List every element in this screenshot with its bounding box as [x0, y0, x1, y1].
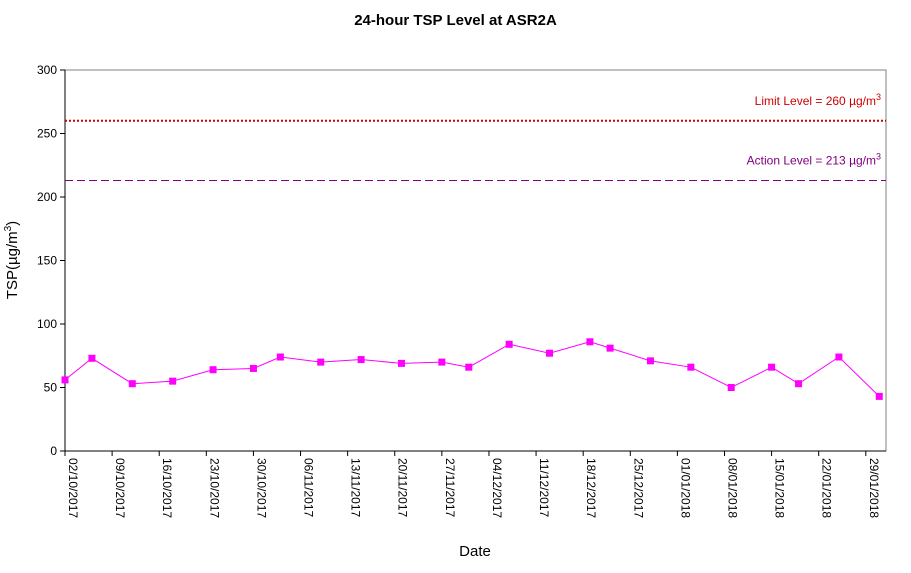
y-tick-label: 50 — [44, 381, 58, 395]
x-tick-label: 20/11/2017 — [396, 458, 410, 517]
data-point-marker — [768, 363, 776, 371]
data-point-marker — [438, 358, 446, 366]
reference-line-label: Action Level = 213 µg/m3 — [747, 151, 881, 167]
x-tick-label: 01/01/2018 — [678, 458, 692, 518]
chart-title: 24-hour TSP Level at ASR2A — [354, 12, 557, 29]
data-point-marker — [586, 338, 594, 346]
x-tick-label: 30/10/2017 — [254, 458, 268, 518]
reference-line-label-sup: 3 — [876, 92, 881, 102]
data-point-marker — [687, 363, 695, 371]
x-tick-label: 09/10/2017 — [113, 458, 127, 518]
y-tick-label: 200 — [37, 190, 57, 204]
y-axis-ticks: 0 50 100 150 200 250 300 — [37, 63, 65, 458]
data-point-marker — [169, 377, 177, 385]
reference-line-label-unit: µg/m — [849, 94, 876, 108]
data-point-marker — [61, 376, 69, 384]
x-tick-label: 04/12/2017 — [490, 458, 504, 518]
data-point-marker — [546, 349, 554, 357]
y-tick-label: 100 — [37, 317, 57, 331]
reference-line-label-sup: 3 — [876, 151, 881, 161]
x-tick-label: 29/01/2018 — [867, 458, 881, 518]
series-group — [61, 338, 883, 400]
x-axis-title: Date — [459, 543, 491, 560]
data-point-marker — [276, 353, 284, 361]
data-point-marker — [505, 340, 513, 348]
x-tick-label: 25/12/2017 — [631, 458, 645, 518]
x-tick-label: 13/11/2017 — [349, 458, 363, 517]
data-point-marker — [357, 356, 365, 364]
x-tick-label: 11/12/2017 — [537, 458, 551, 517]
reference-line-label-unit: µg/m — [849, 153, 876, 167]
y-axis-title: TSP(µg/m3) — [3, 221, 21, 299]
x-tick-label: 15/01/2018 — [773, 458, 787, 518]
reference-line-label-text: Limit Level = 260 — [755, 94, 849, 108]
data-point-marker — [128, 380, 136, 388]
x-axis-ticks: 02/10/2017 09/10/2017 16/10/2017 23/10/2017… — [64, 451, 881, 518]
data-point-marker — [795, 380, 803, 388]
data-point-marker — [317, 358, 325, 366]
data-point-marker — [88, 354, 96, 362]
x-tick-label: 16/10/2017 — [160, 458, 174, 518]
reference-line-label: Limit Level = 260 µg/m3 — [755, 92, 881, 108]
data-point-marker — [727, 384, 735, 391]
data-point-marker — [606, 344, 614, 352]
y-tick-label: 300 — [37, 63, 57, 77]
x-tick-label: 23/10/2017 — [207, 458, 221, 518]
data-point-marker — [875, 392, 883, 400]
x-tick-label: 22/01/2018 — [820, 458, 834, 518]
data-point-marker — [646, 357, 654, 365]
x-tick-label: 06/11/2017 — [302, 458, 316, 517]
y-tick-label: 150 — [37, 254, 57, 268]
x-tick-label: 08/01/2018 — [725, 458, 739, 518]
y-tick-label: 250 — [37, 127, 57, 141]
data-point-marker — [465, 363, 473, 371]
data-point-marker — [249, 364, 257, 372]
data-point-marker — [397, 359, 405, 367]
data-point-marker — [209, 366, 217, 374]
plot-area — [64, 69, 887, 452]
x-tick-label: 18/12/2017 — [584, 458, 598, 518]
x-tick-label: 02/10/2017 — [66, 458, 80, 518]
data-point-marker — [835, 353, 843, 361]
y-tick-label: 0 — [50, 444, 57, 458]
x-tick-label: 27/11/2017 — [443, 458, 457, 517]
reference-line-label-text: Action Level = 213 — [747, 153, 849, 167]
